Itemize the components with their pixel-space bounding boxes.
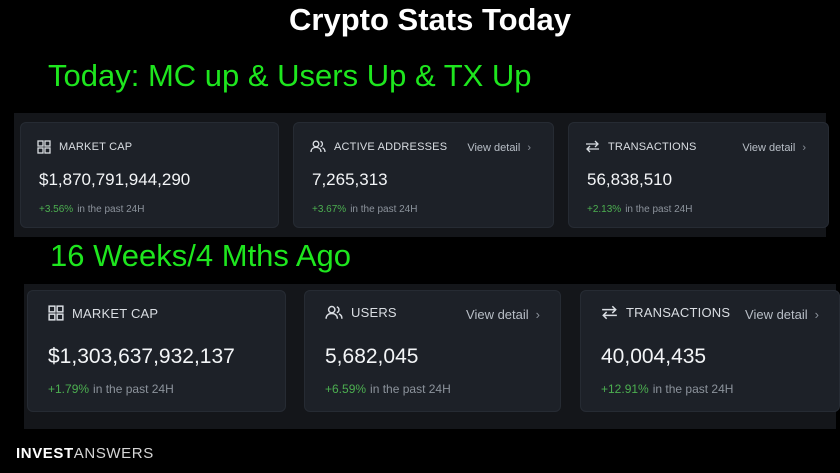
arrows-icon xyxy=(585,140,600,153)
change-text: +2.13% in the past 24H xyxy=(587,204,692,215)
market-cap-value: $1,870,791,944,290 xyxy=(39,170,191,189)
users-icon xyxy=(325,305,343,320)
change-text: +1.79% in the past 24H xyxy=(48,382,174,396)
change-period: in the past 24H xyxy=(370,382,451,396)
page-title: Crypto Stats Today xyxy=(289,2,571,37)
arrows-icon xyxy=(601,305,618,320)
card-header: TRANSACTIONS xyxy=(585,140,697,153)
view-detail-label: View detail xyxy=(467,142,521,154)
view-detail-link[interactable]: View detail › xyxy=(466,307,540,322)
ago-heading: 16 Weeks/4 Mths Ago xyxy=(50,238,351,273)
change-period: in the past 24H xyxy=(350,204,418,215)
card-header: TRANSACTIONS xyxy=(601,305,730,320)
transactions-value: 40,004,435 xyxy=(601,345,707,368)
active-addresses-value: 7,265,313 xyxy=(312,170,388,189)
card-header: ACTIVE ADDRESSES xyxy=(310,140,447,153)
view-detail-label: View detail xyxy=(745,307,808,322)
brand-part-2: ANSWERS xyxy=(73,445,154,462)
card-label: USERS xyxy=(351,305,397,320)
card-label: TRANSACTIONS xyxy=(608,140,697,153)
view-detail-link[interactable]: View detail › xyxy=(467,142,531,154)
chevron-right-icon: › xyxy=(527,142,531,154)
change-text: +6.59% in the past 24H xyxy=(325,382,451,396)
transactions-card: TRANSACTIONS View detail › 40,004,435 +1… xyxy=(580,290,840,412)
change-period: in the past 24H xyxy=(77,204,145,215)
card-label: TRANSACTIONS xyxy=(626,305,731,320)
change-percent: +3.67% xyxy=(312,204,347,215)
chevron-right-icon: › xyxy=(535,307,540,322)
card-header: USERS xyxy=(325,305,397,320)
grid-icon xyxy=(37,140,51,154)
transactions-value: 56,838,510 xyxy=(587,170,673,189)
chevron-right-icon: › xyxy=(802,142,806,154)
market-cap-value: $1,303,637,932,137 xyxy=(48,345,235,368)
market-cap-card: MARKET CAP $1,870,791,944,290 +3.56% in t… xyxy=(20,122,279,228)
change-percent: +1.79% xyxy=(48,382,90,396)
change-period: in the past 24H xyxy=(93,382,174,396)
card-label: MARKET CAP xyxy=(72,305,159,321)
change-percent: +3.56% xyxy=(39,204,74,215)
view-detail-label: View detail xyxy=(742,142,796,154)
change-text: +3.67% in the past 24H xyxy=(312,204,417,215)
change-percent: +12.91% xyxy=(601,382,649,396)
change-period: in the past 24H xyxy=(625,204,693,215)
market-cap-card: MARKET CAP $1,303,637,932,137 +1.79% in t… xyxy=(27,290,286,412)
change-text: +12.91% in the past 24H xyxy=(601,382,733,396)
users-card: USERS View detail › 5,682,045 +6.59% in t… xyxy=(304,290,561,412)
today-heading: Today: MC up & Users Up & TX Up xyxy=(48,58,532,93)
view-detail-link[interactable]: View detail › xyxy=(742,142,806,154)
card-label: MARKET CAP xyxy=(59,141,133,153)
users-icon xyxy=(310,140,326,153)
view-detail-label: View detail xyxy=(466,307,529,322)
active-addresses-card: ACTIVE ADDRESSES View detail › 7,265,313… xyxy=(293,122,554,228)
change-text: +3.56% in the past 24H xyxy=(39,204,144,215)
view-detail-link[interactable]: View detail › xyxy=(745,307,819,322)
chevron-right-icon: › xyxy=(814,307,819,322)
card-header: MARKET CAP xyxy=(37,140,132,154)
brand-logo: INVESTANSWERS xyxy=(16,445,154,462)
change-percent: +6.59% xyxy=(325,382,367,396)
card-header: MARKET CAP xyxy=(48,305,158,321)
ago-stats-panel: MARKET CAP $1,303,637,932,137 +1.79% in t… xyxy=(24,284,840,429)
grid-icon xyxy=(48,305,64,321)
users-value: 5,682,045 xyxy=(325,345,419,368)
card-label: ACTIVE ADDRESSES xyxy=(334,140,448,153)
transactions-card: TRANSACTIONS View detail › 56,838,510 +2… xyxy=(568,122,829,228)
change-period: in the past 24H xyxy=(652,382,734,396)
change-percent: +2.13% xyxy=(587,204,622,215)
today-stats-panel: MARKET CAP $1,870,791,944,290 +3.56% in t… xyxy=(14,113,829,237)
brand-part-1: INVEST xyxy=(16,445,74,462)
